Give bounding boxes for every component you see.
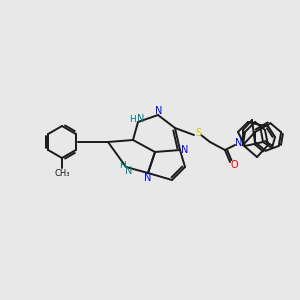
Text: H: H [118,160,125,169]
Text: S: S [195,128,201,138]
Text: N: N [235,138,243,148]
Text: N: N [155,106,163,116]
Text: N: N [144,173,152,183]
Text: O: O [230,160,238,170]
Text: N: N [137,114,145,124]
Text: N: N [125,166,133,176]
Text: CH₃: CH₃ [54,169,70,178]
Text: H: H [130,116,136,124]
Text: N: N [181,145,189,155]
